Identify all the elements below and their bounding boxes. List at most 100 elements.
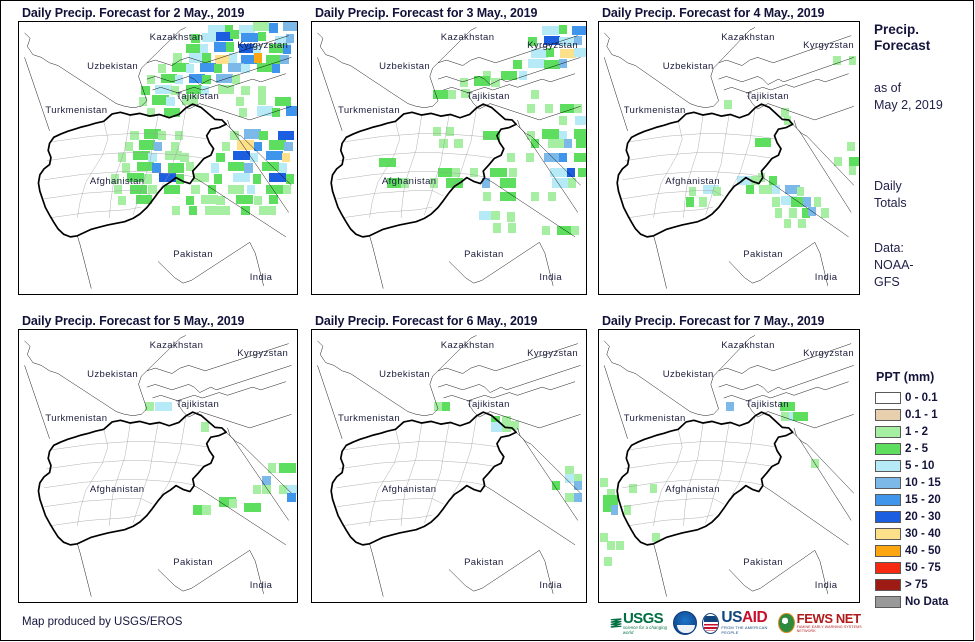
province-border <box>44 480 194 488</box>
precip-cell <box>192 505 210 515</box>
precip-cell <box>158 130 167 141</box>
precip-cell <box>117 196 127 206</box>
rail-title-line2: Forecast <box>874 38 931 53</box>
usgs-wave-icon <box>610 618 622 628</box>
country-border <box>485 178 575 237</box>
precip-cell <box>141 85 150 96</box>
precip-cell <box>233 151 250 161</box>
precip-cell <box>781 107 789 117</box>
precip-cell <box>769 175 778 185</box>
precip-cell <box>241 32 259 43</box>
precip-cell <box>216 31 234 41</box>
country-label: Kazakhstan <box>721 339 775 351</box>
country-border <box>317 365 342 438</box>
precip-cell <box>155 402 172 412</box>
legend-swatch <box>875 442 901 455</box>
precip-cell <box>600 478 609 488</box>
legend-row: 15 - 20 <box>875 491 974 508</box>
precip-cell <box>274 96 292 107</box>
legend-row: 5 - 10 <box>875 457 974 474</box>
country-border <box>317 27 476 107</box>
precip-cell <box>550 167 567 177</box>
precip-cell <box>252 485 261 495</box>
legend-row: 10 - 15 <box>875 474 974 491</box>
precip-cell <box>167 163 185 173</box>
precip-cell <box>573 129 586 139</box>
rail-daily-totals: Daily Totals <box>874 178 974 212</box>
precip-cell <box>438 167 455 177</box>
legend-swatch <box>875 408 901 421</box>
map-canvas[interactable]: Kazakhstan Kyrgyzstan Uzbekistan Tajikistan… <box>598 21 860 295</box>
precip-cell <box>284 141 293 151</box>
precip-cell <box>781 411 789 421</box>
province-border <box>706 116 729 215</box>
map-canvas[interactable]: Kazakhstan Kyrgyzstan Uzbekistan Tajikistan… <box>311 329 587 603</box>
precip-cell <box>558 24 567 34</box>
map-canvas[interactable]: Kazakhstan Kyrgyzstan Uzbekistan Tajikistan… <box>18 21 298 295</box>
precip-cell <box>542 129 559 139</box>
province-border <box>401 424 422 526</box>
country-label: Kazakhstan <box>440 31 495 43</box>
precip-cell <box>191 185 200 195</box>
precip-cell <box>439 138 448 149</box>
precip-cell <box>253 141 263 151</box>
precip-cell <box>801 208 810 218</box>
fewsnet-tagline: FAMINE EARLY WARNING SYSTEMS NETWORK <box>796 625 862 633</box>
usaid-seal-icon <box>702 612 720 634</box>
map-canvas[interactable]: Kazakhstan Kyrgyzstan Uzbekistan Tajikistan… <box>598 329 860 603</box>
country-border <box>724 74 849 93</box>
precip-cell <box>269 140 286 150</box>
rail-asof-line1: as of <box>874 81 902 95</box>
precip-cell <box>258 95 267 105</box>
precip-cell <box>490 167 507 177</box>
precip-cell <box>231 75 240 85</box>
precip-cell <box>185 64 195 74</box>
precip-cell <box>244 502 261 512</box>
precip-cell <box>281 152 291 162</box>
precip-cell <box>387 178 404 188</box>
precip-cell <box>191 34 200 44</box>
precip-cell <box>834 156 843 166</box>
precip-cell <box>163 185 181 195</box>
precip-cell <box>491 415 500 425</box>
country-border <box>228 428 292 493</box>
map-canvas[interactable]: Kazakhstan Kyrgyzstan Uzbekistan Tajikistan… <box>311 21 587 295</box>
country-border <box>158 242 250 283</box>
precip-cell <box>148 185 157 195</box>
precip-cell <box>570 226 580 236</box>
precip-cell <box>266 151 284 161</box>
country-label: Afghanistan <box>381 483 437 495</box>
precip-cell <box>285 106 297 116</box>
map-canvas[interactable]: Kazakhstan Kyrgyzstan Uzbekistan Tajikistan… <box>18 329 298 603</box>
precip-cell <box>130 185 147 195</box>
province-border <box>339 461 492 469</box>
precip-cell <box>224 24 234 34</box>
precip-cell <box>459 77 469 87</box>
province-border <box>424 424 449 523</box>
precip-cell <box>152 95 170 105</box>
country-label: Tajikistan <box>176 399 220 411</box>
precip-cell <box>238 24 256 34</box>
afghanistan-outline <box>617 104 793 237</box>
precip-cell <box>499 192 517 202</box>
precip-cell <box>185 84 203 94</box>
country-border <box>747 95 854 119</box>
forecast-panel: Daily Precip. Forecast for 6 May., 2019 K… <box>311 313 587 603</box>
precip-cell <box>170 85 179 96</box>
precip-cell <box>551 178 569 188</box>
country-border <box>147 36 289 66</box>
precip-cell <box>575 115 586 126</box>
precip-cell <box>160 73 178 83</box>
precip-cell <box>491 211 500 221</box>
precip-cell <box>185 43 203 53</box>
country-label: Turkmenistan <box>338 412 401 424</box>
forecast-panel: Daily Precip. Forecast for 2 May., 2019 K… <box>18 5 298 295</box>
precip-cell <box>604 557 612 567</box>
precip-cell <box>269 43 286 53</box>
forecast-panel: Daily Precip. Forecast for 5 May., 2019 K… <box>18 313 298 603</box>
precip-cell <box>543 152 560 162</box>
precip-cell <box>287 485 297 495</box>
country-label: India <box>814 580 838 592</box>
precip-cell <box>442 402 451 412</box>
precip-cell <box>256 62 274 73</box>
